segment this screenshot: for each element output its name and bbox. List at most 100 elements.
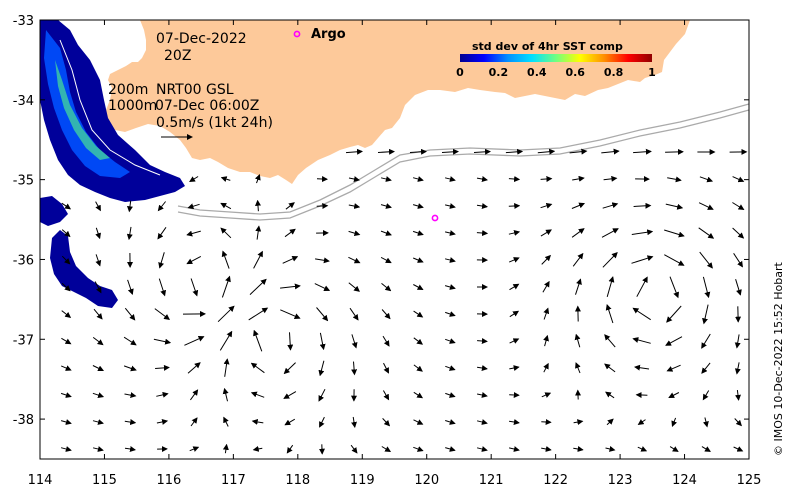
current-arrow — [633, 148, 652, 155]
current-arrow — [284, 418, 296, 426]
current-arrow — [543, 307, 550, 320]
argo-label: Argo — [311, 27, 346, 42]
current-arrow — [382, 418, 391, 427]
current-arrow — [287, 332, 294, 351]
current-arrow — [186, 255, 202, 265]
y-axis: -33 -34 -35 -36 -37 -38 — [13, 14, 749, 428]
current-arrow — [154, 308, 170, 320]
current-arrow — [189, 389, 199, 401]
current-arrow — [735, 279, 742, 296]
current-arrow — [413, 257, 424, 263]
current-arrow — [413, 391, 424, 399]
current-arrow — [702, 304, 709, 325]
current-arrow — [220, 202, 232, 210]
current-arrow — [223, 358, 230, 377]
current-arrow — [445, 446, 456, 452]
current-arrow — [280, 309, 301, 319]
current-arrow — [61, 229, 71, 238]
current-arrow — [605, 304, 614, 324]
date-label: 07-Dec-2022 — [156, 31, 247, 47]
current-arrow — [632, 307, 651, 321]
current-arrow — [505, 148, 524, 155]
y-tick-label: -35 — [13, 174, 34, 189]
current-arrow — [571, 202, 586, 209]
current-arrow — [280, 283, 301, 290]
current-arrow — [155, 364, 170, 371]
current-arrow — [664, 254, 685, 266]
colorbar-tick-label: 0 — [456, 66, 464, 79]
current-arrow — [60, 446, 72, 452]
current-arrow — [702, 417, 709, 428]
current-arrow — [477, 392, 488, 398]
current-arrow — [189, 446, 200, 452]
current-arrow — [253, 329, 263, 352]
current-arrow — [543, 334, 549, 347]
current-arrow — [190, 417, 198, 427]
colorbar-tick-label: 0.2 — [489, 66, 509, 79]
current-arrow — [664, 229, 685, 238]
y-tick-label: -37 — [13, 333, 34, 348]
current-arrow — [380, 230, 392, 236]
current-arrow — [156, 419, 169, 425]
current-arrow — [636, 276, 648, 297]
colorbar-tick-label: 0.4 — [527, 66, 547, 79]
current-arrow — [318, 388, 326, 402]
x-tick-label: 120 — [414, 473, 439, 488]
current-arrow — [569, 148, 588, 155]
current-arrow — [631, 229, 654, 236]
current-arrow — [477, 338, 488, 344]
current-arrow — [444, 176, 456, 182]
current-arrow — [601, 148, 620, 155]
current-arrow — [283, 362, 296, 375]
current-arrow — [93, 308, 103, 320]
current-arrow — [537, 148, 556, 155]
current-arrow — [413, 446, 424, 452]
current-arrow — [698, 227, 715, 239]
current-arrow — [219, 330, 233, 351]
current-arrow — [445, 338, 456, 344]
current-arrows — [60, 148, 748, 455]
current-arrow — [156, 391, 169, 398]
current-arrow — [444, 284, 456, 290]
current-arrow — [187, 203, 200, 210]
current-arrow — [605, 391, 615, 399]
current-arrow — [444, 203, 456, 209]
current-arrow — [669, 446, 679, 452]
current-arrow — [413, 284, 424, 290]
current-arrow — [124, 419, 137, 426]
current-arrow — [286, 444, 294, 454]
current-arrow — [251, 418, 264, 425]
current-arrow — [222, 443, 229, 454]
product-time-label: 07-Dec 06:00Z — [155, 98, 259, 114]
colorbar-tick-label: 1 — [648, 66, 656, 79]
current-arrow — [572, 252, 584, 267]
x-tick-label: 121 — [479, 473, 504, 488]
current-arrow — [637, 446, 648, 452]
colorbar-tick-label: 0.8 — [604, 66, 624, 79]
x-tick-label: 124 — [672, 473, 697, 488]
x-tick-label: 117 — [221, 473, 246, 488]
current-arrow — [540, 175, 553, 182]
current-arrow — [509, 310, 520, 318]
current-arrow — [380, 256, 392, 264]
current-arrow — [413, 310, 424, 318]
current-arrow — [381, 283, 392, 292]
y-tick-label: -38 — [13, 413, 34, 428]
x-tick-label: 122 — [543, 473, 568, 488]
colorbar-title: std dev of 4hr SST comp — [472, 40, 623, 53]
current-arrow — [509, 283, 520, 291]
current-arrow — [701, 333, 711, 349]
current-arrow — [187, 362, 201, 374]
current-arrow — [637, 419, 646, 425]
current-arrow — [253, 250, 263, 269]
current-arrow — [702, 276, 711, 299]
current-arrow — [318, 360, 325, 377]
current-arrow — [445, 365, 456, 371]
x-tick-label: 119 — [350, 473, 375, 488]
current-arrow — [221, 250, 230, 269]
current-arrow — [94, 281, 102, 294]
current-arrow — [351, 416, 357, 428]
current-arrow — [603, 175, 618, 182]
contour-1000m — [177, 109, 749, 221]
current-arrow — [732, 202, 745, 211]
